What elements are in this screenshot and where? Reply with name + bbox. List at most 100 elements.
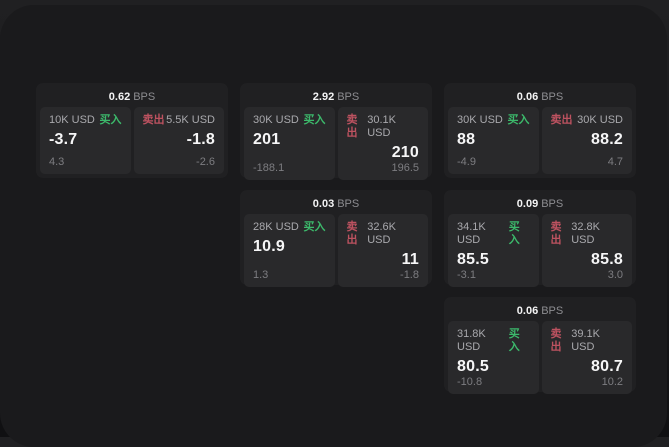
spread-header: 0.06 BPS xyxy=(448,87,632,107)
buy-size-label: 30K USD xyxy=(253,114,299,126)
sell-price: 80.7 xyxy=(591,358,623,375)
spread-unit: BPS xyxy=(541,305,564,317)
spread-unit: BPS xyxy=(541,198,564,210)
buy-tile-top: 28K USD 买入 xyxy=(253,221,326,234)
sell-side-label: 卖出 xyxy=(346,221,358,246)
buy-tile-top: 30K USD 买入 xyxy=(457,114,530,127)
buy-tile[interactable]: 34.1K USD 买入 85.5 -3.1 xyxy=(448,214,539,287)
sell-delta: -1.8 xyxy=(400,269,419,281)
sell-price: 210 xyxy=(391,144,419,161)
spread-unit: BPS xyxy=(337,198,360,210)
buy-tile[interactable]: 30K USD 买入 201 -188.1 xyxy=(244,107,335,180)
buy-tile[interactable]: 10K USD 买入 -3.7 4.3 xyxy=(40,107,131,174)
spread-value: 0.62 xyxy=(108,91,131,103)
sell-tile-top: 卖出 30.1K USD xyxy=(347,114,420,140)
quote-tiles: 30K USD 买入 201 -188.1 卖出 30.1K USD 210 1… xyxy=(244,107,428,180)
buy-side-label: 买入 xyxy=(508,328,520,353)
sell-tile-top: 卖出 30K USD xyxy=(551,114,624,127)
sell-price: 85.8 xyxy=(591,251,623,268)
buy-side-label: 买入 xyxy=(99,114,122,126)
quote-tiles: 30K USD 买入 88 -4.9 卖出 30K USD 88.2 4.7 xyxy=(448,107,632,174)
sell-price: 11 xyxy=(401,251,419,268)
spread-value: 0.06 xyxy=(516,91,539,103)
buy-tile-top: 31.8K USD 买入 xyxy=(457,328,530,354)
sell-delta: 4.7 xyxy=(607,156,623,168)
buy-price: 201 xyxy=(253,131,281,148)
quote-card-2: 2.92 BPS 30K USD 买入 201 -188.1 卖出 30.1K U… xyxy=(240,83,432,180)
quote-card-4: 0.03 BPS 28K USD 买入 10.9 1.3 卖出 32.6K USD… xyxy=(240,190,432,287)
sell-size-label: 39.1K USD xyxy=(571,328,600,353)
buy-price: 80.5 xyxy=(457,358,489,375)
sell-tile[interactable]: 卖出 30.1K USD 210 196.5 xyxy=(337,107,428,180)
quote-card-1: 0.62 BPS 10K USD 买入 -3.7 4.3 卖出 5.5K USD … xyxy=(36,83,228,178)
buy-size-label: 31.8K USD xyxy=(457,328,486,353)
buy-size-label: 34.1K USD xyxy=(457,221,486,246)
buy-delta: 4.3 xyxy=(49,156,65,168)
spread-header: 0.62 BPS xyxy=(40,87,224,107)
sell-size-label: 32.6K USD xyxy=(367,221,396,246)
buy-price: 88 xyxy=(457,131,476,148)
spread-header: 0.03 BPS xyxy=(244,194,428,214)
sell-size-label: 30.1K USD xyxy=(367,114,396,139)
spread-unit: BPS xyxy=(337,91,360,103)
sell-tile-top: 卖出 32.6K USD xyxy=(347,221,420,247)
buy-size-label: 28K USD xyxy=(253,221,299,233)
spread-header: 2.92 BPS xyxy=(244,87,428,107)
buy-side-label: 买入 xyxy=(508,221,520,246)
sell-price: -1.8 xyxy=(186,131,215,148)
quote-tiles: 10K USD 买入 -3.7 4.3 卖出 5.5K USD -1.8 -2.… xyxy=(40,107,224,174)
buy-tile[interactable]: 31.8K USD 买入 80.5 -10.8 xyxy=(448,321,539,394)
quote-tiles: 28K USD 买入 10.9 1.3 卖出 32.6K USD 11 -1.8 xyxy=(244,214,428,287)
sell-price: 88.2 xyxy=(591,131,623,148)
buy-tile-top: 10K USD 买入 xyxy=(49,114,122,127)
buy-size-label: 30K USD xyxy=(457,114,503,126)
buy-size-label: 10K USD xyxy=(49,114,95,126)
buy-price: 10.9 xyxy=(253,238,285,255)
buy-delta: -188.1 xyxy=(253,162,285,174)
spread-value: 0.09 xyxy=(516,198,539,210)
sell-side-label: 卖出 xyxy=(550,328,562,353)
spread-unit: BPS xyxy=(133,91,156,103)
sell-delta: 196.5 xyxy=(391,162,419,174)
sell-tile[interactable]: 卖出 30K USD 88.2 4.7 xyxy=(541,107,632,174)
buy-tile-top: 30K USD 买入 xyxy=(253,114,326,127)
buy-side-label: 买入 xyxy=(303,221,326,233)
sell-tile[interactable]: 卖出 5.5K USD -1.8 -2.6 xyxy=(133,107,224,174)
buy-tile[interactable]: 30K USD 买入 88 -4.9 xyxy=(448,107,539,174)
sell-side-label: 卖出 xyxy=(550,114,573,126)
buy-delta: -3.1 xyxy=(457,269,476,281)
sell-size-label: 30K USD xyxy=(577,114,623,126)
sell-size-label: 32.8K USD xyxy=(571,221,600,246)
buy-price: 85.5 xyxy=(457,251,489,268)
sell-size-label: 5.5K USD xyxy=(166,114,215,126)
buy-side-label: 买入 xyxy=(303,114,326,126)
quote-tiles: 31.8K USD 买入 80.5 -10.8 卖出 39.1K USD 80.… xyxy=(448,321,632,394)
buy-delta: 1.3 xyxy=(253,269,269,281)
quote-card-6: 0.06 BPS 31.8K USD 买入 80.5 -10.8 卖出 39.1K… xyxy=(444,297,636,394)
buy-delta: -10.8 xyxy=(457,376,483,388)
spread-value: 2.92 xyxy=(312,91,335,103)
quote-card-3: 0.06 BPS 30K USD 买入 88 -4.9 卖出 30K USD 88… xyxy=(444,83,636,178)
sell-side-label: 卖出 xyxy=(550,221,562,246)
sell-tile[interactable]: 卖出 32.8K USD 85.8 3.0 xyxy=(541,214,632,287)
spread-header: 0.09 BPS xyxy=(448,194,632,214)
sell-tile[interactable]: 卖出 39.1K USD 80.7 10.2 xyxy=(541,321,632,394)
quote-tiles: 34.1K USD 买入 85.5 -3.1 卖出 32.8K USD 85.8… xyxy=(448,214,632,287)
buy-tile[interactable]: 28K USD 买入 10.9 1.3 xyxy=(244,214,335,287)
sell-delta: -2.6 xyxy=(196,156,215,168)
sell-tile-top: 卖出 5.5K USD xyxy=(143,114,216,127)
buy-tile-top: 34.1K USD 买入 xyxy=(457,221,530,247)
buy-side-label: 买入 xyxy=(507,114,530,126)
sell-tile[interactable]: 卖出 32.6K USD 11 -1.8 xyxy=(337,214,428,287)
spread-value: 0.03 xyxy=(312,198,335,210)
buy-delta: -4.9 xyxy=(457,156,476,168)
sell-side-label: 卖出 xyxy=(346,114,358,139)
spread-unit: BPS xyxy=(541,91,564,103)
spread-header: 0.06 BPS xyxy=(448,301,632,321)
spread-value: 0.06 xyxy=(516,305,539,317)
sell-tile-top: 卖出 32.8K USD xyxy=(551,221,624,247)
quote-card-5: 0.09 BPS 34.1K USD 买入 85.5 -3.1 卖出 32.8K … xyxy=(444,190,636,287)
quote-cards-grid: 0.62 BPS 10K USD 买入 -3.7 4.3 卖出 5.5K USD … xyxy=(36,83,636,394)
sell-delta: 3.0 xyxy=(607,269,623,281)
sell-delta: 10.2 xyxy=(601,376,623,388)
